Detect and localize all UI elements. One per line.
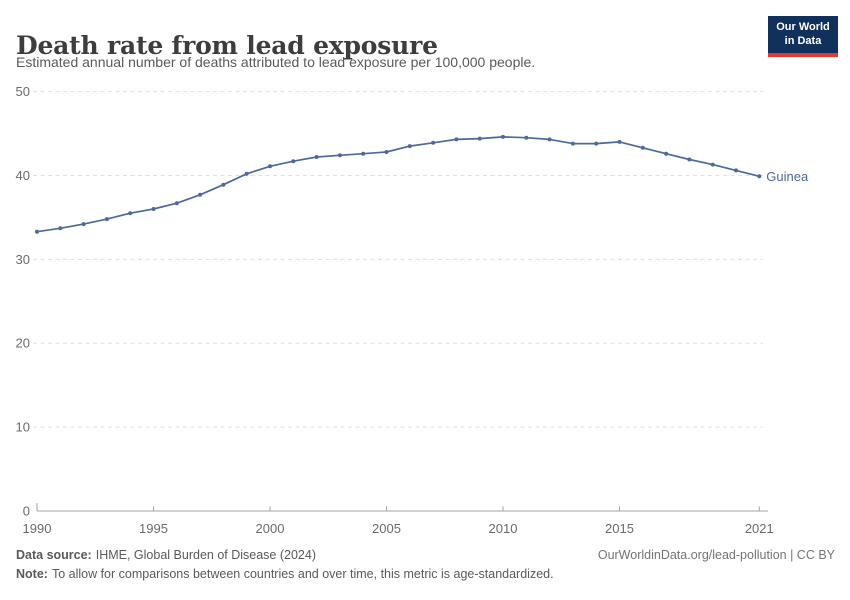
x-axis-tick-label: 2021 (745, 521, 774, 536)
note-label: Note: (16, 567, 48, 581)
data-point[interactable] (361, 151, 366, 156)
data-point[interactable] (128, 211, 133, 216)
data-point[interactable] (151, 207, 156, 211)
data-point[interactable] (710, 162, 715, 167)
data-point[interactable] (81, 222, 86, 227)
data-point[interactable] (757, 174, 762, 179)
data-source-label: Data source: (16, 548, 92, 562)
x-axis-tick-label: 1995 (139, 521, 168, 536)
y-axis-tick-label: 10 (16, 420, 30, 435)
data-point[interactable] (477, 136, 482, 141)
series-label-guinea[interactable]: Guinea (766, 169, 809, 184)
series-line-guinea[interactable] (36, 136, 761, 233)
data-point[interactable] (337, 153, 342, 158)
y-axis-tick-label: 40 (16, 168, 30, 183)
x-axis-tick-label: 2010 (489, 521, 518, 536)
chart-subtitle: Estimated annual number of deaths attrib… (16, 54, 536, 70)
y-axis-tick-label: 0 (23, 504, 30, 519)
data-point[interactable] (664, 151, 669, 156)
data-point[interactable] (314, 155, 319, 159)
data-point[interactable] (291, 159, 296, 164)
note-value: To allow for comparisons between countri… (51, 567, 554, 581)
data-point[interactable] (268, 164, 272, 169)
data-point[interactable] (594, 141, 599, 146)
data-point[interactable] (198, 192, 203, 197)
chart-footer: Data source: IHME, Global Burden of Disea… (16, 548, 835, 581)
data-point[interactable] (524, 135, 529, 140)
data-point[interactable] (431, 140, 436, 145)
owid-logo-line1: Our World (776, 21, 830, 33)
data-point[interactable] (501, 134, 505, 139)
data-point[interactable] (58, 226, 63, 231)
data-point[interactable] (687, 157, 692, 162)
data-point[interactable] (174, 201, 179, 206)
data-point[interactable] (407, 144, 412, 149)
owid-logo[interactable]: Our World in Data (768, 16, 838, 57)
y-axis-tick-label: 30 (16, 252, 30, 267)
data-point[interactable] (570, 141, 575, 146)
y-axis-tick-label: 20 (16, 336, 30, 351)
data-point[interactable] (221, 182, 226, 187)
x-axis-tick-label: 1990 (23, 521, 52, 536)
data-point[interactable] (640, 145, 645, 150)
x-axis-tick-label: 2015 (605, 521, 634, 536)
data-point[interactable] (384, 150, 389, 154)
x-axis-tick-label: 2000 (256, 521, 285, 536)
owid-link[interactable]: OurWorldinData.org/lead-pollution | CC B… (597, 548, 835, 562)
data-point[interactable] (617, 139, 622, 144)
y-axis-tick-label: 50 (16, 84, 30, 99)
chart-note: Note: To allow for comparisons between co… (16, 567, 835, 581)
x-axis-tick-label: 2005 (372, 521, 401, 536)
data-point[interactable] (734, 168, 738, 173)
page-title: Death rate from lead exposure (16, 30, 438, 60)
data-source: Data source: IHME, Global Burden of Disea… (16, 548, 316, 562)
data-point[interactable] (104, 217, 109, 222)
data-point[interactable] (244, 171, 249, 176)
owid-logo-line2: in Data (784, 34, 822, 47)
data-point[interactable] (454, 137, 459, 142)
data-point[interactable] (35, 229, 39, 234)
data-source-value: IHME, Global Burden of Disease (2024) (95, 548, 316, 562)
data-point[interactable] (547, 137, 552, 142)
